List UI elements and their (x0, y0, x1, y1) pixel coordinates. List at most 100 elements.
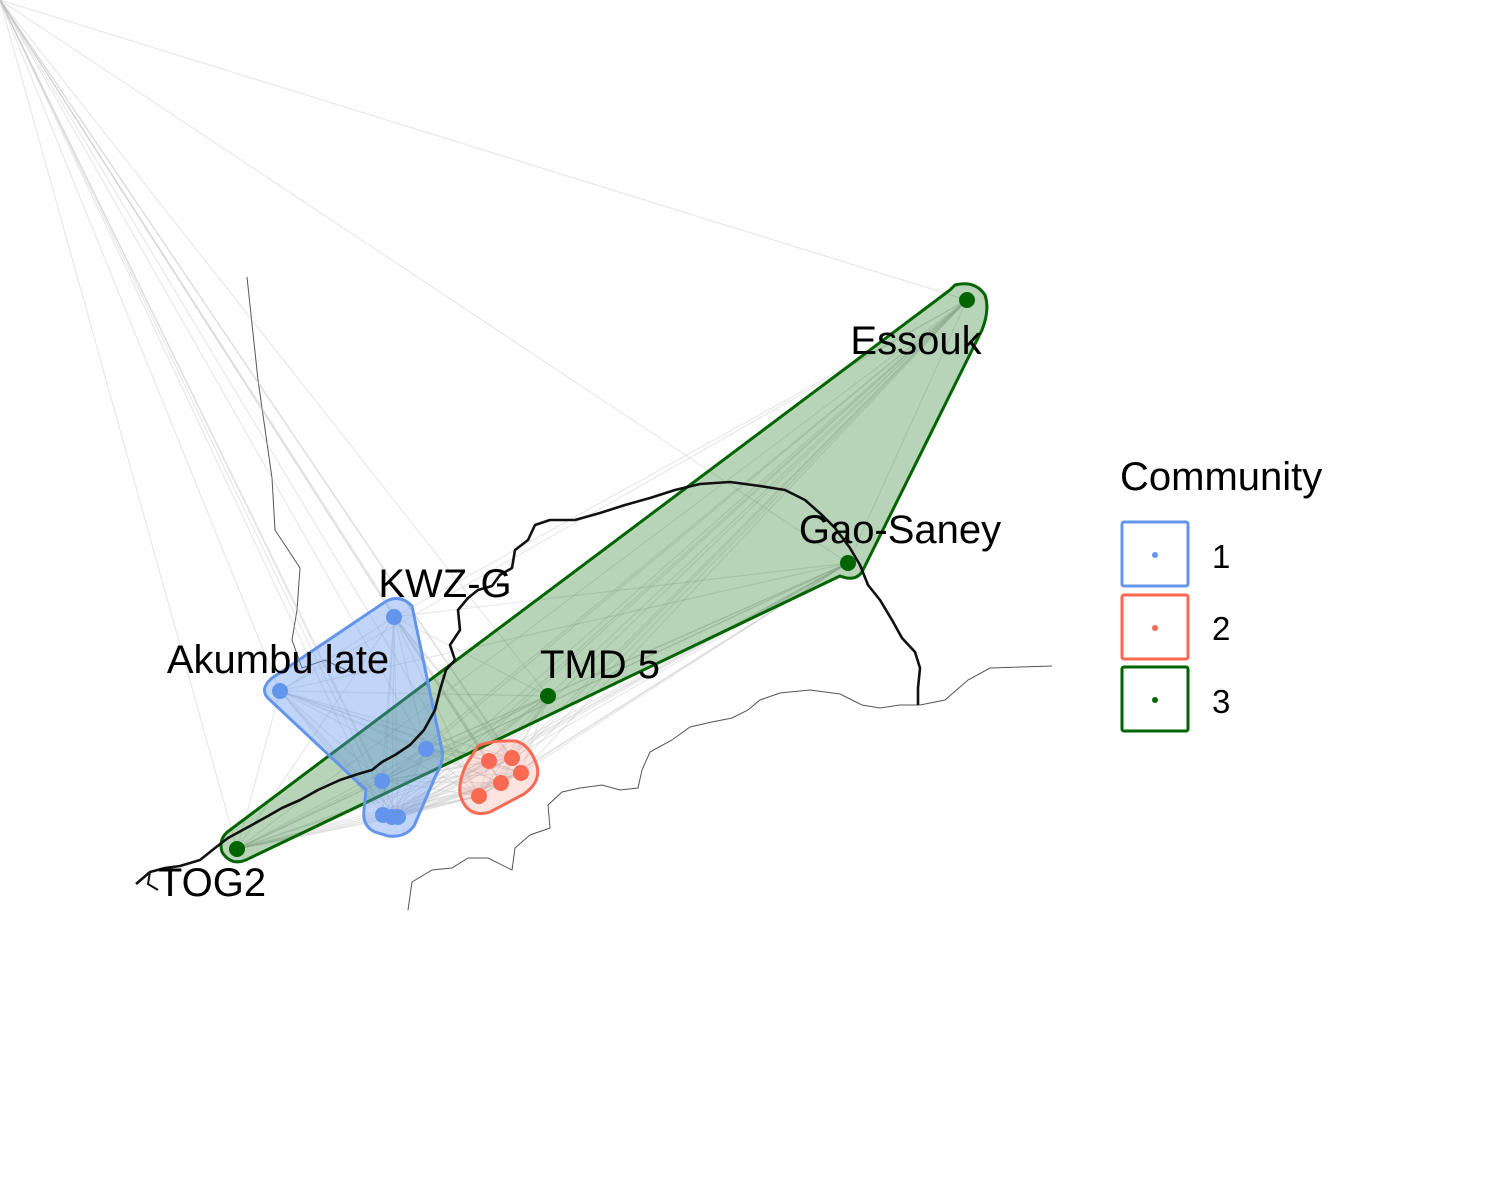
legend-entry-3: 3 (1120, 665, 1230, 733)
legend-key-1 (1120, 520, 1190, 588)
legend-title: Community (1120, 455, 1322, 499)
network-edge (279, 690, 383, 782)
legend-entry-2: 2 (1120, 593, 1230, 661)
site-node-kwz-g[interactable] (386, 609, 402, 625)
site-label-kwz-g: KWZ-G (378, 562, 511, 606)
network-edge (547, 299, 968, 697)
network-edge (478, 299, 968, 797)
network-edge (393, 616, 513, 759)
network-edge (488, 562, 849, 762)
network-edge (381, 760, 490, 782)
network-edge (236, 780, 383, 850)
network-edge (391, 299, 968, 818)
legend-label-2: 2 (1212, 610, 1230, 647)
network-edge (425, 748, 490, 762)
site-node-tog2[interactable] (229, 841, 245, 857)
network-edge (0, 0, 384, 816)
network-edge (279, 562, 849, 692)
legend-label-1: 1 (1212, 538, 1230, 575)
network-edge (393, 616, 399, 818)
network-edge (391, 616, 395, 818)
river-branch (146, 871, 159, 891)
legend-label-3: 3 (1212, 683, 1230, 720)
network-edge (382, 562, 849, 816)
border-east (919, 665, 1053, 706)
network-edge (0, 0, 490, 762)
network-edge (279, 616, 395, 692)
network-edge (381, 695, 549, 782)
site-node-gao-saney[interactable] (840, 555, 856, 571)
network-edge (236, 616, 395, 850)
network-edge (0, 0, 502, 784)
community-hulls (219, 282, 989, 864)
site-nodes (229, 292, 975, 857)
network-edge (0, 0, 395, 618)
hull-community-3 (219, 282, 989, 864)
network-edge (236, 690, 281, 850)
site-node-community2[interactable] (504, 750, 520, 766)
site-node-community2[interactable] (481, 753, 497, 769)
network-edge (381, 780, 502, 784)
network-edge (382, 299, 968, 816)
network-edge (279, 690, 427, 750)
network-edge (381, 562, 849, 782)
site-node-tmd5[interactable] (540, 688, 556, 704)
site-node-community2[interactable] (471, 788, 487, 804)
network-edge (382, 748, 427, 816)
site-node-community2[interactable] (493, 775, 509, 791)
network-edge (547, 562, 849, 697)
network-edge (236, 795, 480, 850)
site-node-community1[interactable] (390, 809, 406, 825)
legend-dot-3 (1152, 697, 1158, 703)
network-edge (279, 690, 393, 818)
network-edge (236, 816, 399, 850)
site-label-tmd5: TMD 5 (540, 643, 660, 687)
network-edge (391, 782, 502, 818)
site-node-essouk[interactable] (959, 292, 975, 308)
network-edge (236, 814, 384, 850)
network-edge (0, 0, 238, 850)
site-node-community2[interactable] (513, 765, 529, 781)
network-edge (425, 695, 549, 750)
network-edge (500, 695, 549, 784)
border-south (407, 689, 920, 911)
niger-river (135, 480, 922, 885)
hull-community-1 (263, 597, 444, 838)
network-edge (391, 562, 849, 818)
network-edge (478, 757, 513, 797)
network-edge (397, 299, 968, 818)
site-label-essouk: Essouk (850, 319, 982, 363)
network-edge (425, 562, 849, 750)
network-edge (236, 562, 849, 850)
network-edge (382, 760, 490, 816)
network-edge (279, 690, 522, 774)
network-edge (391, 760, 490, 818)
network-edge (488, 299, 968, 762)
network-edge (279, 690, 490, 762)
network-edge (393, 299, 968, 618)
network-edge (397, 760, 490, 818)
network-edge (382, 782, 502, 816)
legend-key-2 (1120, 593, 1190, 661)
network-edge (397, 748, 427, 818)
network-edge (393, 616, 427, 750)
site-node-community1[interactable] (418, 741, 434, 757)
network-edge (0, 0, 393, 818)
site-label-akumbu-late: Akumbu late (167, 638, 389, 682)
network-edge (0, 0, 480, 797)
site-node-community1[interactable] (374, 773, 390, 789)
network-edge (0, 0, 399, 818)
site-label-gao-saney: Gao-Saney (799, 508, 1001, 552)
border-north (246, 276, 351, 673)
network-edge (0, 0, 281, 692)
site-node-akumbu-late[interactable] (272, 683, 288, 699)
network-edge (0, 0, 549, 697)
network-edge (397, 562, 849, 818)
network-edge (279, 690, 480, 797)
legend-dot-1 (1152, 552, 1158, 558)
legend-entry-1: 1 (1120, 520, 1230, 588)
network-edge (425, 299, 968, 750)
network-edge (478, 695, 549, 797)
legend-dot-2 (1152, 625, 1158, 631)
network-edge (236, 695, 549, 850)
